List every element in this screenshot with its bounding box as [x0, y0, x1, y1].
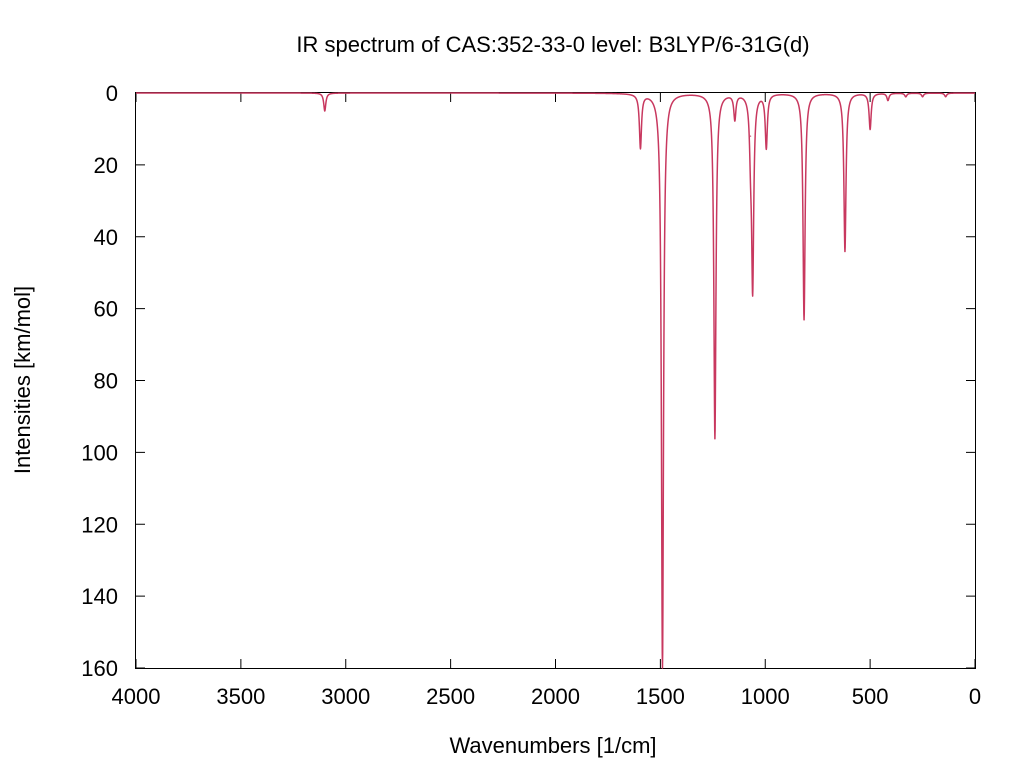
- spectrum-peak: [887, 99, 889, 101]
- y-tick-label: 80: [94, 369, 118, 394]
- x-tick-label: 500: [852, 684, 889, 709]
- x-axis-label: Wavenumbers [1/cm]: [449, 733, 656, 758]
- x-tick-label: 3000: [321, 684, 370, 709]
- spectrum-peak: [945, 95, 947, 98]
- spectrum-peak: [752, 282, 754, 285]
- spectrum-peak: [844, 250, 846, 252]
- spectrum-peak: [765, 146, 767, 148]
- y-tick-label: 20: [94, 153, 118, 178]
- x-axis-ticks: 4000 3500 3000 2500 2000 1500 1000 500 0: [112, 93, 981, 709]
- x-tick-label: 0: [969, 684, 981, 709]
- spectrum-peak: [749, 135, 752, 137]
- y-tick-label: 40: [94, 225, 118, 250]
- spectrum-peak: [905, 95, 907, 98]
- spectrum-line: [135, 92, 976, 669]
- spectrum-peak: [639, 146, 642, 148]
- chart-title: IR spectrum of CAS:352-33-0 level: B3LYP…: [296, 32, 809, 57]
- x-tick-label: 3500: [216, 684, 265, 709]
- x-tick-label: 2000: [531, 684, 580, 709]
- y-tick-label: 120: [81, 512, 118, 537]
- spectrum-peak: [661, 667, 664, 669]
- peak-markers: [324, 95, 947, 669]
- spectrum-peak: [324, 110, 326, 112]
- y-tick-label: 60: [94, 297, 118, 322]
- y-tick-label: 100: [81, 440, 118, 465]
- y-tick-label: 160: [81, 656, 118, 681]
- x-tick-label: 4000: [112, 684, 161, 709]
- x-tick-label: 1500: [636, 684, 685, 709]
- spectrum-peak: [921, 95, 924, 98]
- x-tick-label: 2500: [426, 684, 475, 709]
- y-tick-label: 140: [81, 584, 118, 609]
- y-axis-ticks: 0 20 40 60 80 100 120 140 160: [81, 81, 975, 681]
- y-axis-label: Intensities [km/mol]: [10, 286, 35, 474]
- spectrum-peak: [734, 117, 736, 119]
- plot-frame: [135, 92, 976, 669]
- y-tick-label: 0: [106, 81, 118, 106]
- spectrum-peak: [869, 128, 871, 130]
- x-tick-label: 1000: [741, 684, 790, 709]
- spectrum-peak: [714, 437, 716, 439]
- spectrum-peak: [803, 318, 805, 321]
